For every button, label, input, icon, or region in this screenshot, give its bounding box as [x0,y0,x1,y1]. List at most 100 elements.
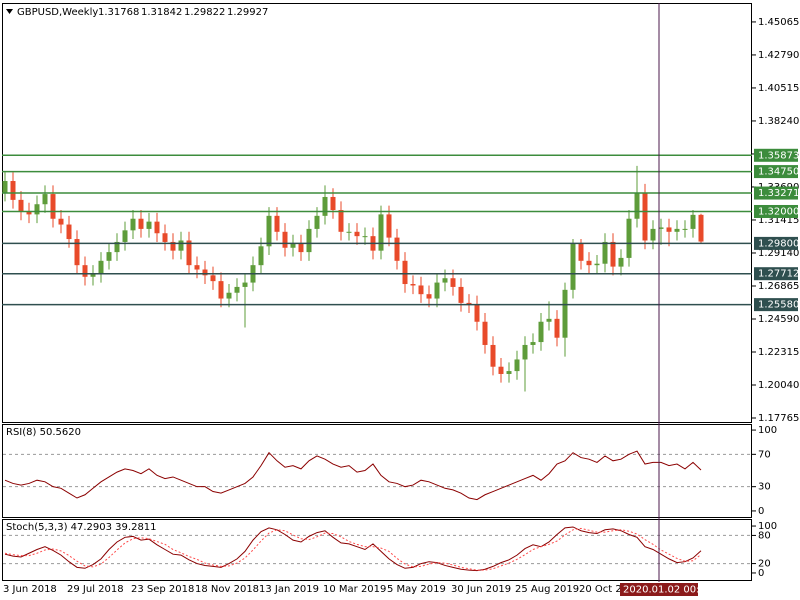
candle-body [10,181,16,200]
candle-body [618,257,624,267]
candle-body [346,231,352,233]
crosshair-label: 2020.01.02 00:00 [623,585,712,596]
y-tick-label: 1.31415 [758,215,799,226]
candle-body [322,196,328,216]
candle-body [690,214,696,229]
x-tick-label: 13 Jan 2019 [259,584,319,595]
candle-body [474,304,480,322]
candle-body [698,214,704,242]
candle-body [58,218,64,225]
y-tick-label: 1.29140 [758,248,799,259]
candle-body [114,241,120,253]
candle-body [266,215,272,247]
x-tick-label: 10 Mar 2019 [323,584,386,595]
y-tick-label: 80 [758,530,771,541]
candle-body [634,192,640,219]
candle-body [194,265,200,270]
candle-body [154,221,160,234]
candle-body [658,227,664,229]
candle-body [162,233,168,242]
candle-body [234,286,240,293]
price-level-label: 1.25580 [758,300,799,311]
candle-body [122,230,128,242]
candle-body [570,243,576,290]
candle-body [338,210,344,232]
rsi-panel [2,424,752,518]
indicator-line [4,527,702,571]
main-panel [2,3,752,423]
candle-body [378,214,384,251]
candle-body [210,275,216,282]
candle-body [130,218,136,231]
candle-body [546,318,552,322]
candle-body [306,228,312,253]
x-tick-label: 29 Jul 2018 [67,584,124,595]
candle-body [74,239,80,266]
candle-body [354,231,360,237]
candle-body [434,282,440,299]
candle-body [554,318,560,338]
ohlc-open: 1.31768 [98,7,139,18]
price-level-box [754,165,798,179]
candle-body [522,344,528,360]
x-tick-label: 25 Aug 2019 [515,584,579,595]
candle-body [146,221,152,229]
candle-body [170,241,176,251]
chart-title: GBPUSD,Weekly [17,7,98,18]
candle-body [226,292,232,299]
ohlc-low: 1.29822 [184,7,225,18]
price-level-label: 1.33271 [758,188,799,199]
candle-body [578,243,584,261]
price-level-label: 1.34750 [758,167,799,178]
candle-body [562,289,568,338]
y-tick-label: 1.40515 [758,83,799,94]
price-level-label: 1.29800 [758,238,799,249]
candle-body [402,260,408,285]
candle-body [274,215,280,232]
candle-body [490,344,496,367]
y-tick-label: 0 [758,568,764,579]
x-tick-label: 3 Jun 2018 [3,584,57,595]
candle-body [18,199,24,212]
candle-body [586,260,592,266]
candle-body [450,278,456,287]
candle-body [314,215,320,229]
y-tick-label: 1.22315 [758,347,799,358]
candle-body [386,214,392,238]
candle-body [138,218,144,229]
candle-body [394,237,400,261]
candle-body [498,366,504,374]
candle-body [466,302,472,305]
candle-body [674,228,680,232]
candle-body [2,181,8,193]
y-tick-label: 70 [758,449,771,460]
candle-body [282,231,288,248]
candle-body [666,227,672,232]
candle-body [426,294,432,299]
candle-body [530,342,536,345]
candle-body [682,228,688,230]
price-level-label: 1.35873 [758,150,799,161]
candle-body [458,286,464,303]
y-tick-label: 1.26865 [758,281,799,292]
candle-body [178,240,184,251]
indicator-line [4,526,702,572]
price-level-box [754,148,798,162]
candle-body [98,260,104,274]
candle-body [106,252,112,261]
candle-body [298,243,304,253]
candle-body [242,282,248,287]
candle-body [482,321,488,345]
y-tick-label: 20 [758,559,771,570]
candle-body [186,240,192,266]
candle-body [90,273,96,277]
price-level-label: 1.27712 [758,269,799,280]
crosshair-label-box [620,583,698,596]
candle-body [42,194,48,205]
candle-body [50,194,56,219]
price-level-label: 1.32000 [758,206,799,217]
candle-body [602,241,608,264]
candle-body [34,204,40,215]
candle-body [626,218,632,258]
